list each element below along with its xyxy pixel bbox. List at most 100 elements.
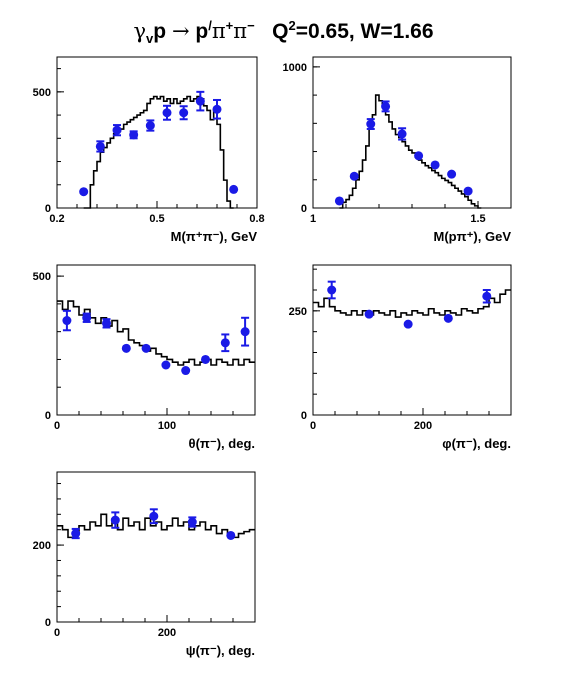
data-point <box>62 309 72 332</box>
marker <box>443 313 453 323</box>
data-point <box>141 343 151 353</box>
data-point <box>229 184 239 194</box>
plot-psi: 0 200 0 200 ψ(π⁻), deg. <box>33 471 256 658</box>
marker <box>121 343 131 353</box>
marker <box>240 327 250 337</box>
marker <box>414 151 424 161</box>
data-point <box>112 124 122 137</box>
x-tick-label: 0 <box>54 627 60 639</box>
title-q2-value: =0.65, W=1.66 <box>295 20 434 43</box>
title-arrow: → <box>171 19 190 43</box>
marker <box>334 196 344 206</box>
x-axis-label: M(π⁺π⁻), GeV <box>171 229 258 244</box>
marker <box>366 119 376 129</box>
data-point <box>149 508 159 525</box>
plot-m_ppi: 1 1.5 0 1000 M(pπ⁺), GeV <box>283 56 512 244</box>
marker <box>187 517 197 527</box>
data-point <box>443 313 453 323</box>
data-point <box>161 360 171 370</box>
marker <box>82 313 92 323</box>
marker <box>327 285 337 295</box>
x-tick-label: 100 <box>158 420 176 432</box>
data-point <box>226 530 236 540</box>
marker <box>161 360 171 370</box>
marker <box>102 318 111 328</box>
marker <box>181 366 191 376</box>
marker <box>110 515 120 525</box>
data-point <box>334 196 344 206</box>
marker <box>212 104 222 114</box>
marker <box>195 96 205 106</box>
marker <box>149 511 159 521</box>
data-point <box>102 318 111 329</box>
marker <box>430 160 440 170</box>
marker <box>364 309 374 319</box>
y-tick-label: 0 <box>45 617 51 629</box>
histogram-line <box>83 95 234 209</box>
title-pi-minus-sup: − <box>247 18 255 33</box>
x-tick-label: 0.2 <box>49 213 64 225</box>
data-point <box>240 316 250 347</box>
data-point <box>403 319 413 329</box>
data-point <box>463 186 473 196</box>
marker <box>95 141 105 151</box>
y-tick-label: 0 <box>45 410 51 422</box>
y-tick-label: 0 <box>301 203 307 215</box>
x-tick-label: 1 <box>310 213 316 225</box>
marker <box>447 169 457 179</box>
y-tick-label: 500 <box>33 87 51 99</box>
data-point <box>482 289 492 304</box>
data-point <box>187 516 197 528</box>
histogram-line <box>57 300 255 366</box>
y-tick-label: 0 <box>45 203 51 215</box>
title-pi-plus-sup: + <box>225 18 234 33</box>
y-tick-label: 250 <box>289 306 307 318</box>
data-point <box>201 354 210 364</box>
data-point <box>179 105 189 121</box>
x-axis-label: φ(π⁻), deg. <box>442 436 511 451</box>
y-tick-label: 200 <box>33 540 51 552</box>
data-point <box>447 169 457 179</box>
marker <box>162 108 172 118</box>
data-point <box>220 333 230 353</box>
data-point <box>414 151 424 161</box>
data-point <box>110 511 120 529</box>
marker <box>79 187 89 197</box>
marker <box>381 101 391 111</box>
data-point <box>381 100 391 113</box>
x-tick-label: 200 <box>158 627 176 639</box>
marker <box>229 184 239 194</box>
marker <box>179 108 189 118</box>
marker <box>145 121 155 131</box>
marker <box>201 354 210 364</box>
marker <box>349 171 359 181</box>
data-point <box>366 118 376 130</box>
y-tick-label: 1000 <box>283 62 307 74</box>
data-point <box>327 280 337 300</box>
data-point <box>430 160 440 170</box>
marker <box>482 291 492 301</box>
y-tick-label: 500 <box>33 271 51 283</box>
marker <box>62 316 72 326</box>
marker <box>112 125 122 135</box>
x-tick-label: 200 <box>414 420 432 432</box>
data-point <box>95 140 105 153</box>
data-point <box>121 343 131 353</box>
plot-m_pipi: 0.2 0.5 0.8 0 500 M(π⁺π⁻), GeV <box>33 56 265 244</box>
marker <box>141 343 151 353</box>
marker <box>397 129 407 139</box>
x-tick-label: 0 <box>54 420 60 432</box>
data-point <box>162 104 172 121</box>
data-point <box>349 171 359 181</box>
title-gamma-sub: v <box>146 31 154 47</box>
marker <box>129 130 139 140</box>
title-gamma: γ <box>133 19 147 43</box>
plot-frame <box>56 264 256 416</box>
data-point <box>212 98 222 120</box>
histogram-line <box>339 94 482 209</box>
marker <box>463 186 473 196</box>
plot-frame <box>312 56 512 209</box>
data-point <box>195 90 205 112</box>
plot-frame <box>56 471 256 623</box>
plot-theta: 0 100 0 500 θ(π⁻), deg. <box>33 264 256 451</box>
